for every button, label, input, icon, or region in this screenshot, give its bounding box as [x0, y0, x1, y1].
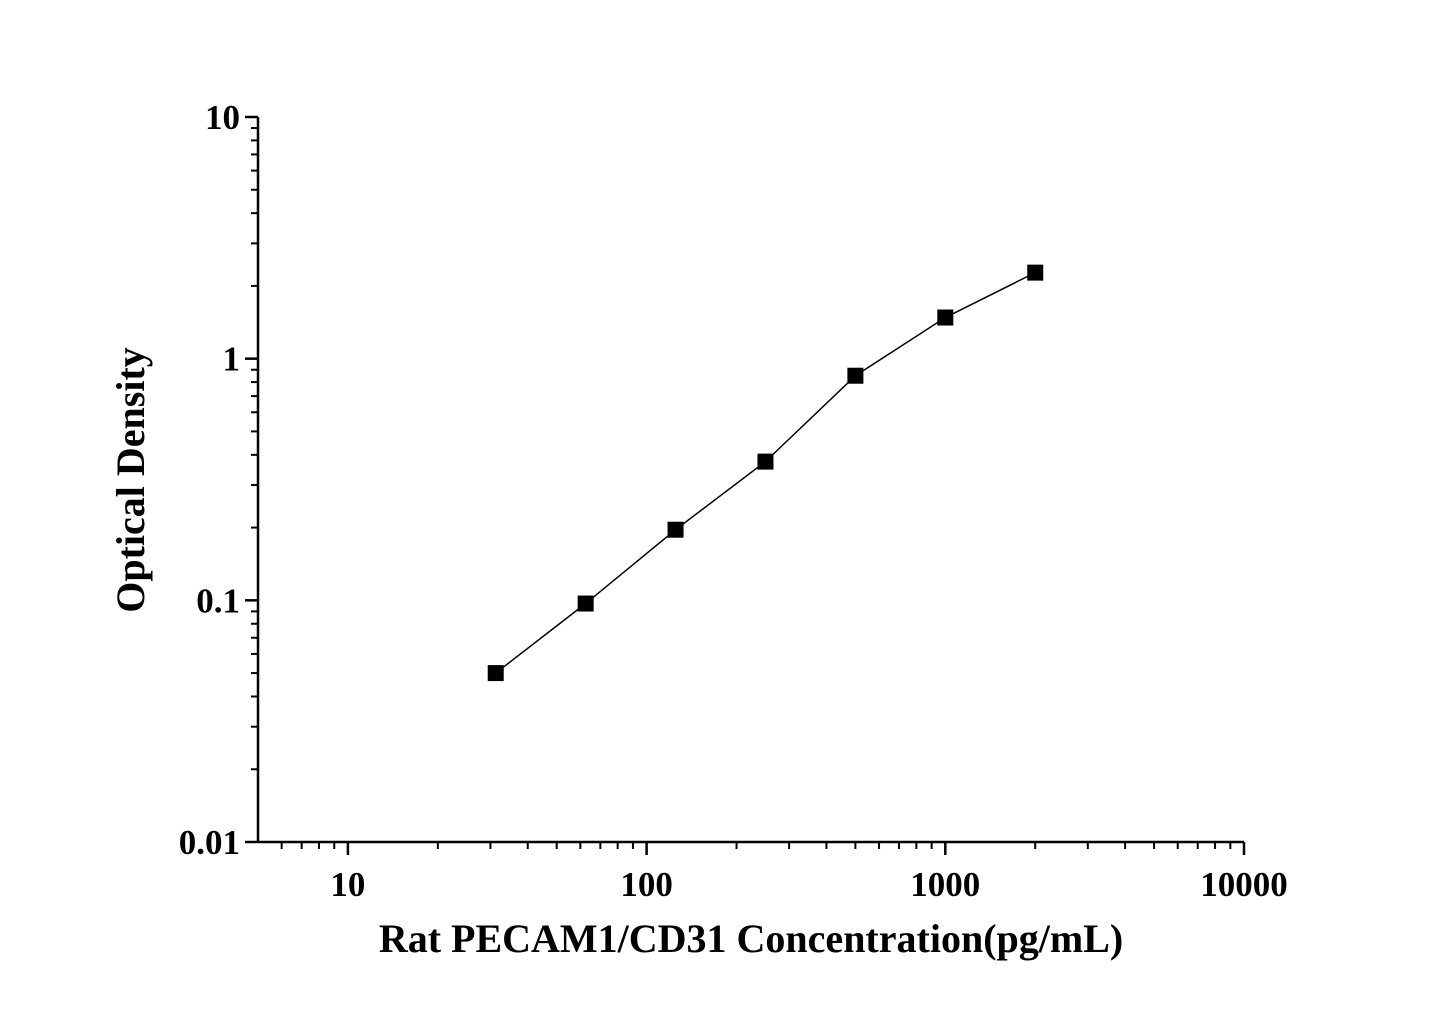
y-tick-label: 0.1: [196, 581, 240, 620]
y-axis-title: Optical Density: [108, 347, 153, 613]
point: [847, 367, 864, 384]
point: [757, 453, 774, 470]
point: [487, 665, 504, 682]
point: [667, 521, 684, 538]
y-tick-label: 0.01: [179, 823, 240, 862]
curve: [495, 271, 1036, 674]
point: [1027, 264, 1044, 281]
x-tick-label: 10000: [1200, 865, 1288, 904]
x-tick-label: 1000: [910, 865, 980, 904]
x-tick-label: 100: [620, 865, 673, 904]
x-tick-label: 10: [330, 865, 365, 904]
x-axis-title: Rat PECAM1/CD31 Concentration(pg/mL): [379, 916, 1123, 961]
y-tick-label: 1: [223, 340, 241, 379]
point: [937, 309, 954, 326]
point: [577, 595, 594, 612]
y-tick-label: 10: [205, 98, 240, 137]
